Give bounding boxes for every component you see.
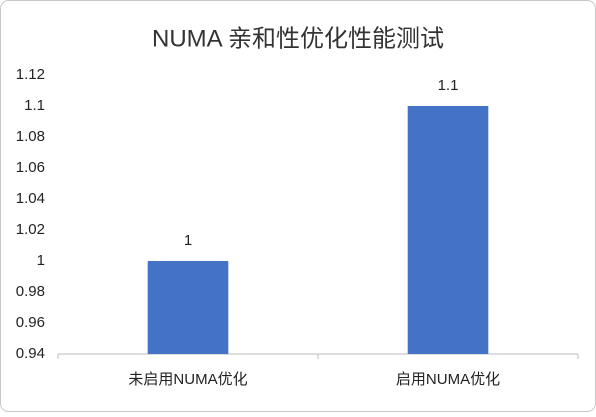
y-tick-label: 1.04 xyxy=(16,190,45,207)
data-label: 1 xyxy=(184,232,192,249)
y-tick-label: 0.98 xyxy=(16,283,45,300)
y-tick-label: 1.12 xyxy=(16,66,45,83)
y-tick-label: 1.1 xyxy=(24,97,45,114)
data-label: 1.1 xyxy=(438,77,459,94)
chart-title: NUMA 亲和性优化性能测试 xyxy=(152,25,444,52)
y-tick-label: 1.08 xyxy=(16,128,45,145)
y-tick-label: 0.96 xyxy=(16,314,45,331)
y-tick-label: 0.94 xyxy=(16,345,45,362)
x-tick-label: 启用NUMA优化 xyxy=(396,371,500,388)
y-tick-label: 1 xyxy=(37,252,45,269)
bar xyxy=(407,106,489,354)
y-tick-label: 1.02 xyxy=(16,221,45,238)
bar xyxy=(147,261,229,354)
y-tick-label: 1.06 xyxy=(16,159,45,176)
x-tick-label: 未启用NUMA优化 xyxy=(128,371,247,388)
